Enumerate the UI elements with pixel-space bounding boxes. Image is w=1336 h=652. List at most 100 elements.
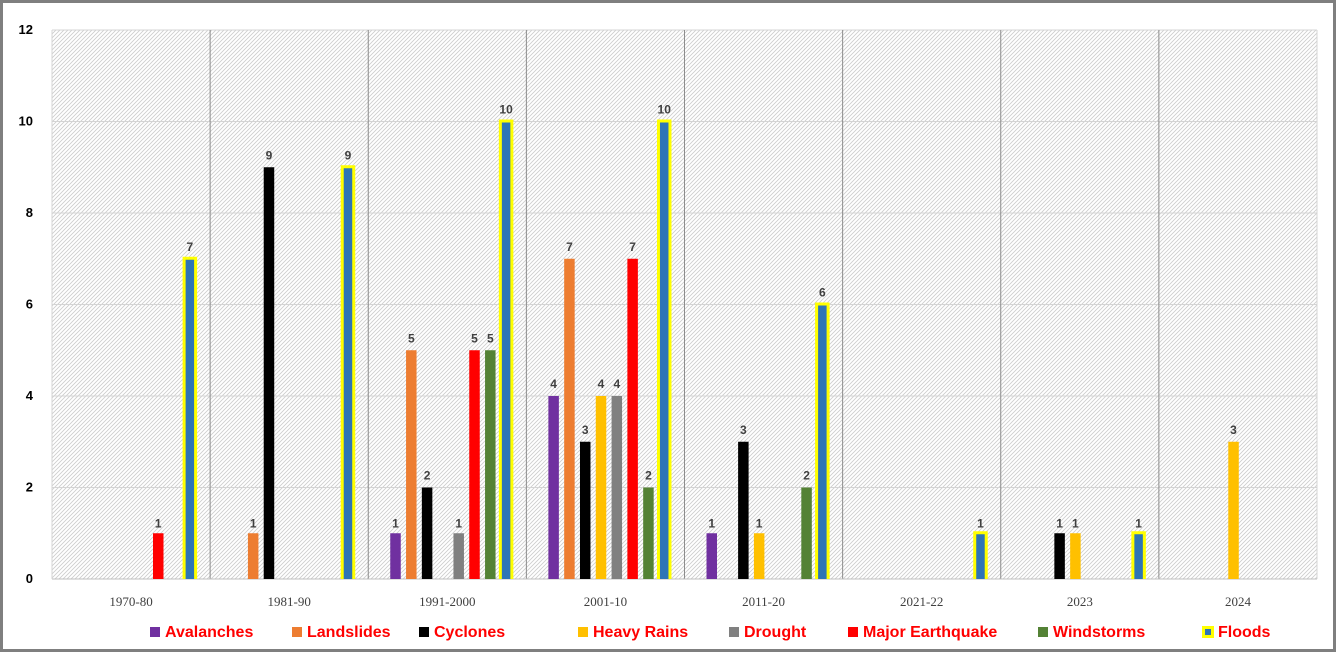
- y-tick-label: 0: [26, 571, 33, 586]
- x-tick-label: 2023: [1067, 594, 1093, 609]
- bar: [453, 533, 464, 579]
- data-label: 1: [1056, 516, 1063, 530]
- legend-label: Major Earthquake: [863, 624, 997, 641]
- bar: [247, 533, 259, 579]
- data-label: 2: [803, 469, 810, 483]
- x-tick-label: 1970-80: [109, 594, 152, 609]
- legend-item: Landslides: [292, 624, 391, 641]
- bar: [501, 122, 511, 579]
- bar: [485, 350, 496, 579]
- legend-label: Heavy Rains: [593, 624, 688, 641]
- data-label: 2: [424, 469, 431, 483]
- legend-item: Floods: [1202, 624, 1271, 641]
- data-label: 7: [629, 240, 636, 254]
- data-label: 7: [187, 240, 194, 254]
- legend-item: Drought: [729, 624, 807, 641]
- bar: [611, 396, 623, 579]
- data-label: 1: [1135, 516, 1142, 530]
- legend-item: Cyclones: [419, 624, 505, 641]
- y-tick-label: 4: [26, 388, 34, 403]
- data-label: 7: [566, 240, 573, 254]
- data-label: 1: [455, 516, 462, 530]
- data-label: 4: [598, 377, 605, 391]
- bar: [753, 533, 765, 579]
- bar: [421, 487, 433, 579]
- x-tick-label: 2021-22: [900, 594, 943, 609]
- legend-swatch: [1038, 627, 1048, 637]
- data-label: 9: [266, 148, 273, 162]
- data-label: 5: [487, 331, 494, 345]
- bar: [595, 396, 607, 579]
- data-label: 5: [408, 331, 415, 345]
- bar: [579, 441, 591, 579]
- y-tick-label: 10: [19, 114, 33, 129]
- y-tick-label: 2: [26, 480, 33, 495]
- bar: [627, 258, 638, 579]
- x-tick-label: 2024: [1225, 594, 1252, 609]
- legend-item: Major Earthquake: [848, 624, 997, 641]
- legend-label: Floods: [1218, 624, 1271, 641]
- data-label: 4: [613, 377, 620, 391]
- legend-swatch: [1205, 629, 1211, 635]
- x-tick-label: 1991-2000: [419, 594, 475, 609]
- x-tick-label: 2011-20: [742, 594, 785, 609]
- bar: [564, 258, 575, 579]
- bar: [738, 441, 749, 579]
- bar: [801, 487, 812, 579]
- data-label: 1: [708, 516, 715, 530]
- bar: [1134, 534, 1143, 579]
- legend-swatch: [150, 627, 160, 637]
- bar: [153, 533, 164, 579]
- data-label: 3: [582, 423, 589, 437]
- legend-label: Landslides: [307, 624, 391, 641]
- legend-swatch: [578, 627, 588, 637]
- data-label: 1: [392, 516, 399, 530]
- data-label: 3: [1230, 423, 1237, 437]
- y-tick-label: 8: [26, 205, 33, 220]
- data-label: 1: [977, 516, 984, 530]
- bar: [1228, 441, 1239, 579]
- data-label: 1: [756, 516, 763, 530]
- bar: [469, 350, 480, 579]
- legend-label: Drought: [744, 624, 807, 641]
- data-label: 4: [550, 377, 557, 391]
- legend-item: Avalanches: [150, 624, 253, 641]
- x-tick-label: 1981-90: [268, 594, 311, 609]
- data-label: 1: [1072, 516, 1079, 530]
- legend-label: Windstorms: [1053, 624, 1145, 641]
- legend-swatch: [729, 627, 739, 637]
- legend-swatch: [848, 627, 858, 637]
- bar: [548, 396, 559, 579]
- legend-label: Cyclones: [434, 624, 505, 641]
- bar: [406, 350, 417, 579]
- data-label: 3: [740, 423, 747, 437]
- y-tick-label: 12: [19, 22, 33, 37]
- bar: [1054, 533, 1065, 579]
- data-label: 2: [645, 469, 652, 483]
- legend-label: Avalanches: [165, 624, 253, 641]
- bar: [643, 487, 654, 579]
- bar: [390, 533, 401, 579]
- bar: [343, 168, 353, 579]
- data-label: 10: [658, 103, 672, 117]
- bar: [818, 305, 827, 579]
- bar: [263, 167, 275, 579]
- data-label: 9: [345, 148, 352, 162]
- data-label: 1: [250, 516, 257, 530]
- x-tick-label: 2001-10: [584, 594, 627, 609]
- data-label: 1: [155, 516, 162, 530]
- y-tick-label: 6: [26, 297, 33, 312]
- bar: [976, 534, 985, 579]
- bar: [1070, 533, 1081, 579]
- data-label: 6: [819, 286, 826, 300]
- data-label: 5: [471, 331, 478, 345]
- bar: [659, 122, 669, 579]
- legend-item: Heavy Rains: [578, 624, 688, 641]
- legend-swatch: [292, 627, 302, 637]
- legend-swatch: [419, 627, 429, 637]
- bar: [185, 259, 195, 579]
- data-label: 10: [499, 103, 513, 117]
- legend-item: Windstorms: [1038, 624, 1145, 641]
